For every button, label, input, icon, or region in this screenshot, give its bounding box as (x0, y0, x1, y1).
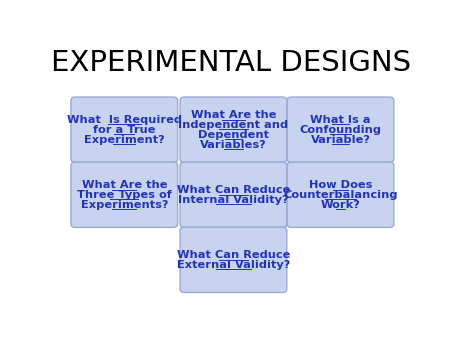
FancyBboxPatch shape (287, 162, 394, 227)
Text: What Can Reduce: What Can Reduce (177, 185, 290, 195)
Text: Variables?: Variables? (200, 140, 267, 149)
Text: What Are the: What Are the (81, 180, 167, 190)
FancyBboxPatch shape (71, 162, 178, 227)
Text: Three Types of: Three Types of (77, 190, 171, 200)
Text: How Does: How Does (309, 180, 372, 190)
Text: Experiment?: Experiment? (84, 135, 165, 145)
Text: EXPERIMENTAL DESIGNS: EXPERIMENTAL DESIGNS (50, 49, 411, 77)
Text: Internal Validity?: Internal Validity? (178, 195, 288, 205)
Text: What Are the: What Are the (191, 110, 276, 120)
FancyBboxPatch shape (180, 97, 287, 162)
FancyBboxPatch shape (180, 162, 287, 227)
Text: Independent and: Independent and (178, 120, 288, 130)
FancyBboxPatch shape (180, 227, 287, 292)
Text: What  Is Required: What Is Required (67, 115, 182, 125)
Text: Confounding: Confounding (300, 125, 382, 135)
Text: Experiments?: Experiments? (81, 200, 168, 210)
Text: Variable?: Variable? (310, 135, 370, 145)
Text: External Validity?: External Validity? (177, 260, 290, 270)
Text: Counterbalancing: Counterbalancing (283, 190, 398, 200)
FancyBboxPatch shape (287, 97, 394, 162)
Text: for a True: for a True (93, 125, 156, 135)
Text: Work?: Work? (320, 200, 360, 210)
Text: Dependent: Dependent (198, 130, 269, 140)
FancyBboxPatch shape (71, 97, 178, 162)
Text: What Is a: What Is a (310, 115, 371, 125)
Text: What Can Reduce: What Can Reduce (177, 250, 290, 260)
